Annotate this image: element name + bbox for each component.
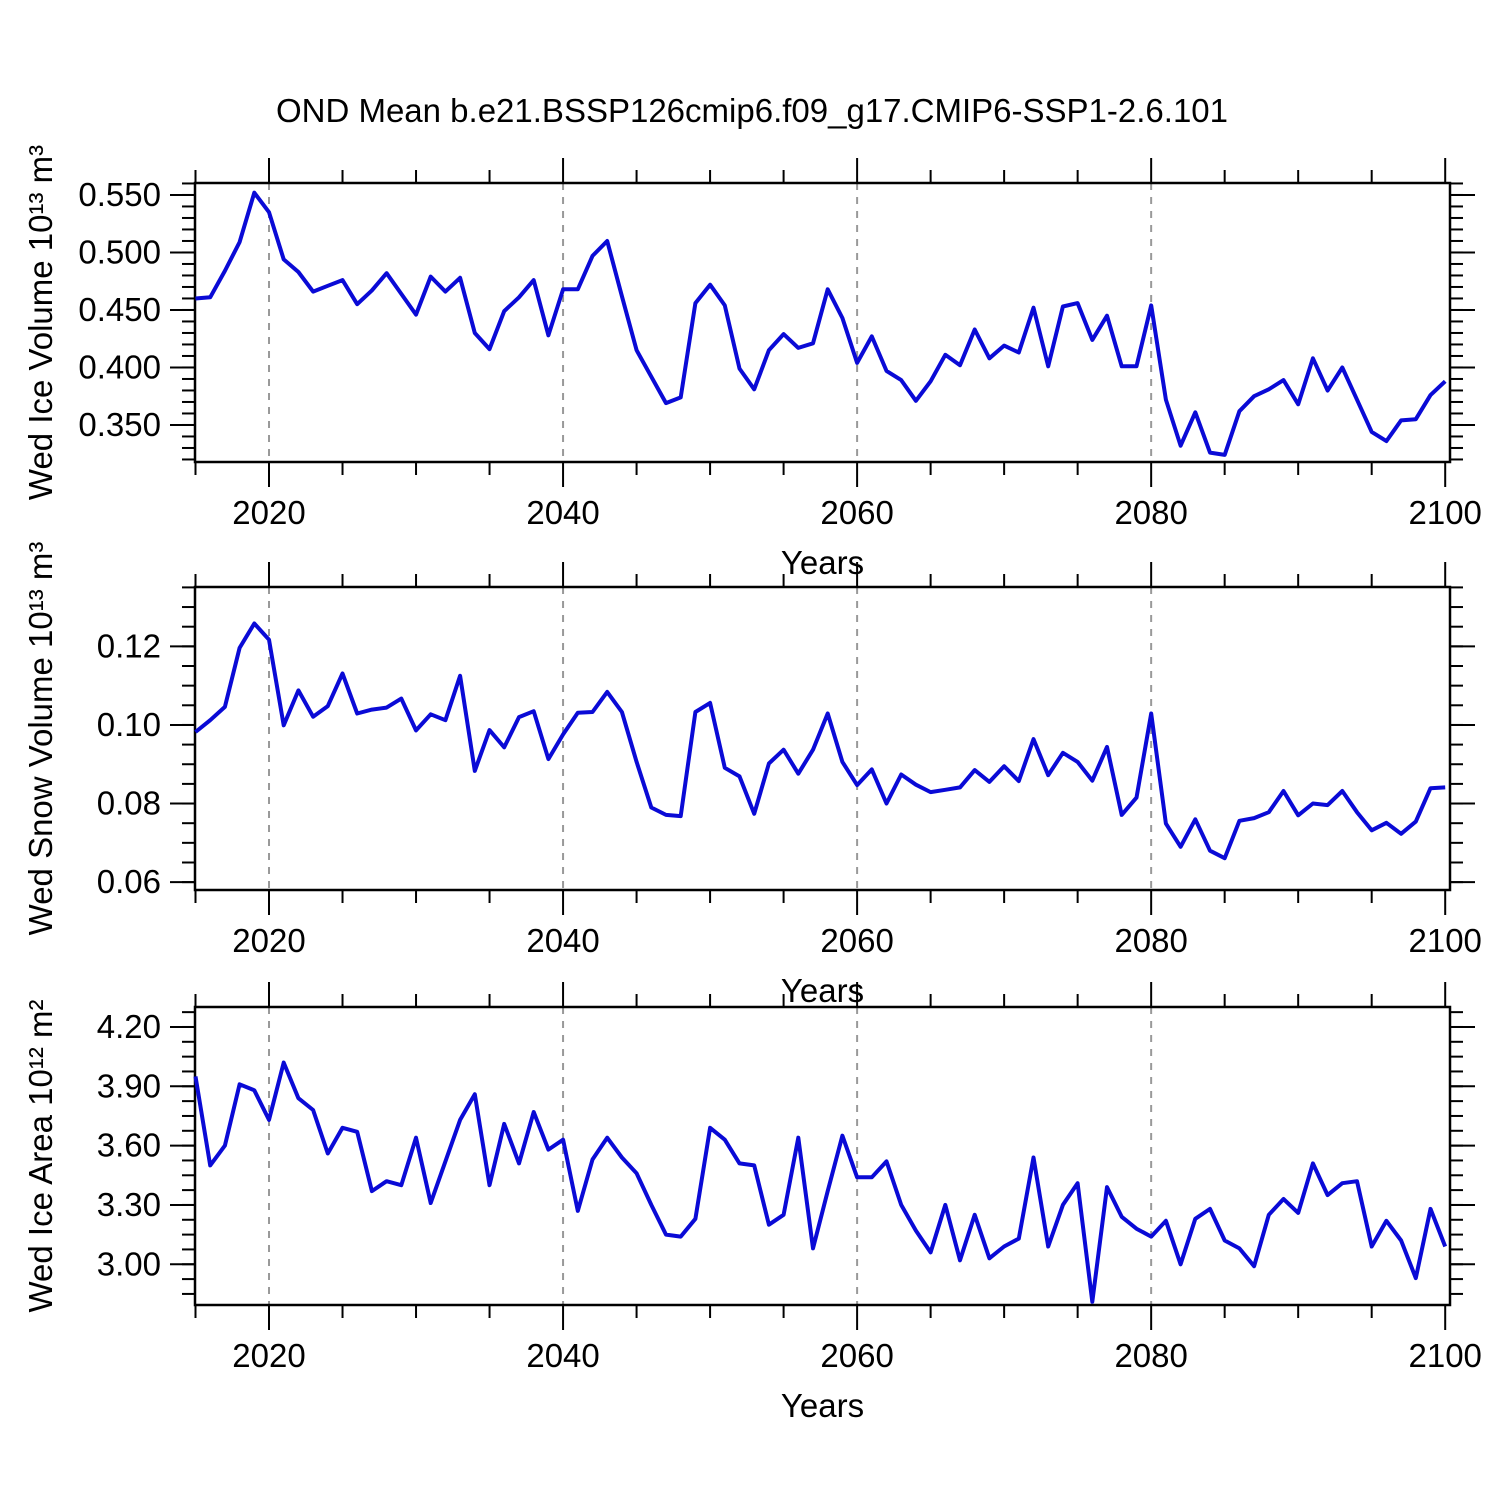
y-tick-label: 3.60 [97, 1127, 161, 1164]
figure-title: OND Mean b.e21.BSSP126cmip6.f09_g17.CMIP… [276, 92, 1228, 129]
panel-ice-area: 2020 2040 2060 2080 2100 4.20 3.90 3.60 3.30 3.00… [22, 982, 1482, 1424]
y-tick-label: 3.30 [97, 1186, 161, 1223]
y-tick-label: 0.08 [97, 785, 161, 822]
y-tick-label: 0.12 [97, 627, 161, 664]
y-tick-label: 0.06 [97, 863, 161, 900]
y-tick-label: 0.10 [97, 706, 161, 743]
y-tick-label: 3.90 [97, 1067, 161, 1104]
snow-volume-line [194, 621, 1446, 861]
x-tick-label: 2040 [526, 1337, 599, 1374]
y-tick-label: 4.20 [97, 1008, 161, 1045]
x-tick-label: 2080 [1114, 922, 1187, 959]
x-axis-title-ice-area: Years [781, 1387, 864, 1424]
y-tick-label: 0.350 [78, 406, 161, 443]
x-tick-label: 2040 [526, 494, 599, 531]
y-tick-label: 3.00 [97, 1245, 161, 1282]
y-tick-label: 0.550 [78, 176, 161, 213]
y-tick-label: 0.450 [78, 291, 161, 328]
x-tick-label: 2100 [1408, 494, 1481, 531]
x-tick-label: 2080 [1114, 1337, 1187, 1374]
x-axis-title-ice-volume: Years [781, 544, 864, 581]
plot-border [193, 181, 1452, 464]
y-tick-label: 0.500 [78, 233, 161, 270]
x-tick-label: 2040 [526, 922, 599, 959]
x-tick-label: 2020 [232, 922, 305, 959]
y-axis-title-snow-volume: Wed Snow Volume 10¹³ m³ [22, 542, 59, 936]
panel-ice-volume: 2020 2040 2060 2080 2100 0.550 0.500 0.450 0.400… [22, 145, 1482, 581]
y-axis-title-ice-volume: Wed Ice Volume 10¹³ m³ [22, 145, 59, 500]
x-tick-label: 2020 [232, 494, 305, 531]
plot-border [193, 1005, 1452, 1307]
x-tick-label: 2080 [1114, 494, 1187, 531]
y-tick-label: 0.400 [78, 348, 161, 385]
x-tick-label: 2060 [820, 922, 893, 959]
panel-snow-volume: 2020 2040 2060 2080 2100 0.12 0.10 0.08 0.06 Year… [22, 542, 1482, 1009]
x-tick-label: 2060 [820, 494, 893, 531]
plot-border [193, 585, 1452, 892]
ice-volume-line [195, 190, 1447, 457]
x-tick-label: 2100 [1408, 922, 1481, 959]
x-axis-title-snow-volume: Years [781, 972, 864, 1009]
panels-group: 2020 2040 2060 2080 2100 0.550 0.500 0.450 0.400… [22, 145, 1482, 1424]
x-tick-label: 2100 [1408, 1337, 1481, 1374]
y-axis-title-ice-area: Wed Ice Area 10¹² m² [22, 999, 59, 1312]
ice-area-line [193, 1060, 1448, 1304]
x-tick-label: 2060 [820, 1337, 893, 1374]
x-tick-label: 2020 [232, 1337, 305, 1374]
